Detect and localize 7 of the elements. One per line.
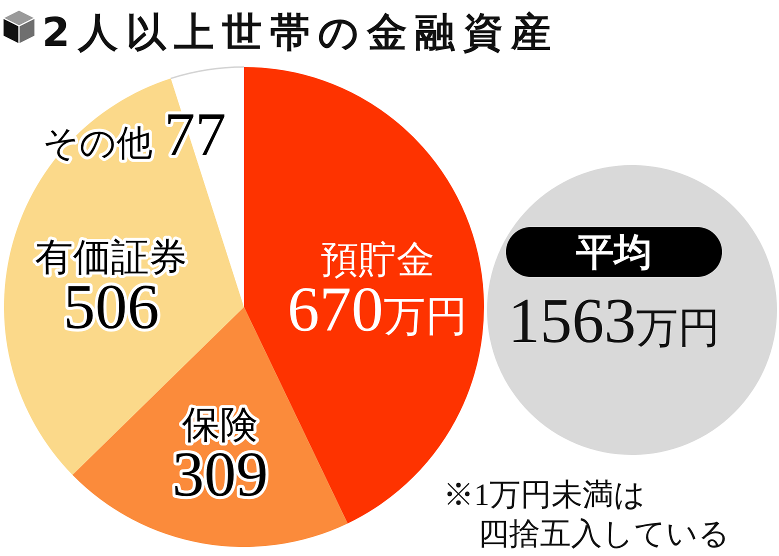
text: 1563万円 — [508, 285, 720, 356]
text: ※1万円未満は — [443, 477, 646, 512]
slice-label: その他 — [42, 123, 164, 164]
text: 四捨五入している — [478, 516, 730, 551]
data-label: 77 — [164, 101, 226, 170]
text: 平均 — [576, 230, 652, 274]
chart-title: 2人以上世帯の金融資産 — [42, 10, 559, 56]
